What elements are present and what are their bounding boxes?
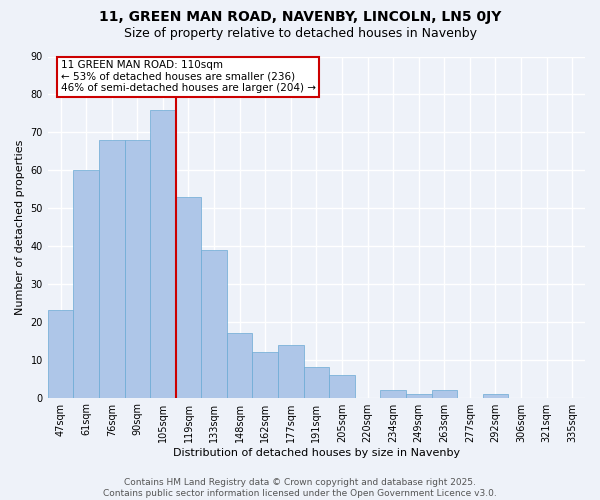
Text: 11, GREEN MAN ROAD, NAVENBY, LINCOLN, LN5 0JY: 11, GREEN MAN ROAD, NAVENBY, LINCOLN, LN… <box>99 10 501 24</box>
X-axis label: Distribution of detached houses by size in Navenby: Distribution of detached houses by size … <box>173 448 460 458</box>
Bar <box>176 196 201 398</box>
Bar <box>125 140 150 398</box>
Text: Size of property relative to detached houses in Navenby: Size of property relative to detached ho… <box>124 28 476 40</box>
Bar <box>150 110 176 398</box>
Bar <box>48 310 73 398</box>
Text: Contains HM Land Registry data © Crown copyright and database right 2025.
Contai: Contains HM Land Registry data © Crown c… <box>103 478 497 498</box>
Bar <box>278 344 304 398</box>
Bar <box>380 390 406 398</box>
Bar <box>406 394 431 398</box>
Bar <box>253 352 278 398</box>
Bar <box>227 333 253 398</box>
Bar <box>73 170 99 398</box>
Bar <box>304 368 329 398</box>
Bar <box>482 394 508 398</box>
Text: 11 GREEN MAN ROAD: 110sqm
← 53% of detached houses are smaller (236)
46% of semi: 11 GREEN MAN ROAD: 110sqm ← 53% of detac… <box>61 60 316 94</box>
Bar <box>329 375 355 398</box>
Bar <box>201 250 227 398</box>
Bar <box>99 140 125 398</box>
Bar <box>431 390 457 398</box>
Y-axis label: Number of detached properties: Number of detached properties <box>15 140 25 314</box>
